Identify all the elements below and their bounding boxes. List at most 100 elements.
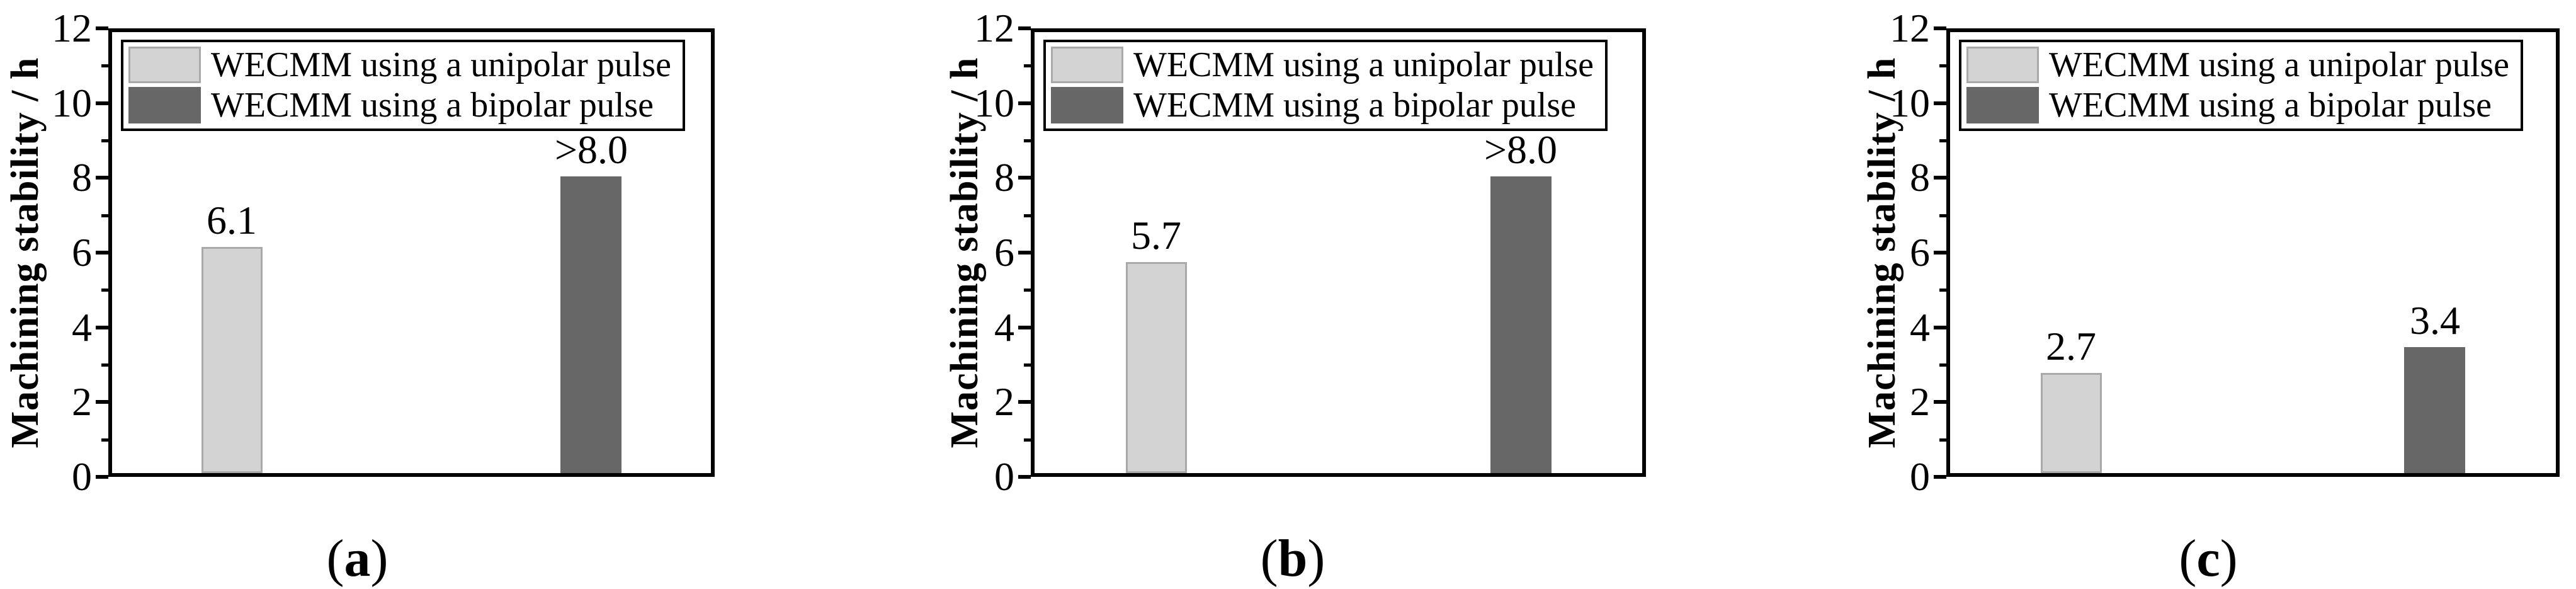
- y-axis-tick-label: 6: [1910, 230, 1930, 275]
- y-axis-minor-tick: [1024, 64, 1031, 67]
- caption-letter: b: [1278, 529, 1308, 588]
- y-axis-major-tick: [1934, 101, 1946, 105]
- y-axis-major-tick: [96, 101, 108, 105]
- y-axis-major-tick: [1018, 326, 1031, 329]
- y-axis-tick-label: 10: [52, 81, 92, 125]
- legend-entry-unipolar: WECMM using a unipolar pulse: [1051, 47, 1594, 84]
- y-axis-tick-label: 12: [974, 6, 1014, 50]
- y-axis-minor-tick: [101, 214, 108, 217]
- y-axis-tick-label: 12: [52, 6, 92, 50]
- bar-value-label: 6.1: [207, 198, 257, 243]
- y-axis-minor-tick: [101, 64, 108, 67]
- legend-swatch-bipolar: [128, 87, 201, 124]
- y-axis-tick-label: 8: [994, 155, 1014, 200]
- y-axis-tick-label: 10: [974, 81, 1014, 125]
- y-axis-minor-tick: [1939, 438, 1946, 442]
- y-axis-major-tick: [1934, 176, 1946, 180]
- bar-bipolar: [1490, 176, 1552, 473]
- y-axis-tick-label: 0: [1910, 454, 1930, 499]
- y-axis-tick-label: 2: [994, 379, 1014, 424]
- chart-panel-a: Machining stability / h 0 2 4 6 8 10 12 6.1 >8.0 W…: [0, 0, 715, 589]
- y-axis-minor-tick: [1024, 214, 1031, 217]
- legend-entry-bipolar: WECMM using a bipolar pulse: [1051, 86, 1594, 124]
- legend: WECMM using a unipolar pulse WECMM using …: [121, 40, 686, 131]
- y-axis-minor-tick: [1024, 363, 1031, 367]
- y-axis-major-tick: [96, 475, 108, 479]
- plot-frame: 2.7 3.4 WECMM using a unipolar pulse WECMM …: [1946, 28, 2560, 477]
- y-axis-major-tick: [1018, 400, 1031, 404]
- legend-swatch-bipolar: [1051, 87, 1123, 124]
- y-axis-minor-tick: [1939, 363, 1946, 367]
- y-axis-tick-label: 6: [72, 230, 92, 275]
- y-axis-major-tick: [1934, 26, 1946, 30]
- y-axis-tick-label: 2: [1910, 379, 1930, 424]
- legend-swatch-bipolar: [1966, 87, 2039, 124]
- caption-paren-open: (: [1260, 529, 1278, 588]
- panel-caption: (c): [1857, 532, 2560, 585]
- bar-bipolar: [560, 176, 621, 473]
- y-axis-minor-tick: [101, 139, 108, 142]
- plot-area: 0 2 4 6 8 10 12 2.7 3.4 WECMM using a unipolar pu…: [1890, 8, 2560, 497]
- caption-paren-close: ): [1307, 529, 1325, 588]
- y-axis-major-tick: [1018, 101, 1031, 105]
- y-axis-tick-label: 4: [994, 305, 1014, 350]
- y-axis-tick-label: 12: [1890, 6, 1930, 50]
- y-axis-tick-label: 0: [72, 454, 92, 499]
- y-axis-minor-tick: [1024, 139, 1031, 142]
- y-axis-major-tick: [1934, 400, 1946, 404]
- y-axis-major-tick: [1018, 251, 1031, 254]
- bar-value-label: 2.7: [2046, 324, 2096, 369]
- bar-unipolar: [2041, 373, 2102, 473]
- panel-caption: (a): [0, 532, 715, 585]
- y-axis-minor-tick: [101, 289, 108, 292]
- legend-label: WECMM using a unipolar pulse: [2049, 45, 2510, 84]
- plot-frame: 5.7 >8.0 WECMM using a unipolar pulse WECMM…: [1031, 28, 1646, 477]
- caption-letter: a: [344, 529, 371, 588]
- legend-swatch-unipolar: [1051, 47, 1123, 84]
- legend-entry-bipolar: WECMM using a bipolar pulse: [128, 85, 671, 125]
- y-axis-minor-tick: [1939, 289, 1946, 292]
- y-axis-tick-label: 4: [1910, 305, 1930, 350]
- legend-entry-unipolar: WECMM using a unipolar pulse: [1966, 47, 2509, 84]
- y-axis-minor-tick: [1024, 438, 1031, 442]
- legend-entry-bipolar: WECMM using a bipolar pulse: [1966, 86, 2509, 124]
- y-axis-major-tick: [96, 326, 108, 329]
- y-axis-tick-label: 2: [72, 379, 92, 424]
- y-axis-tick-label: 0: [994, 454, 1014, 499]
- bar-unipolar: [201, 247, 263, 473]
- chart-panel-b: Machining stability / h 0 2 4 6 8 10 12 5.7 >8.0 W…: [939, 0, 1646, 589]
- bar-unipolar: [1126, 262, 1187, 473]
- legend: WECMM using a unipolar pulse WECMM using …: [1959, 40, 2524, 131]
- plot-frame: 6.1 >8.0 WECMM using a unipolar pulse WECMM…: [108, 28, 715, 477]
- caption-paren-open: (: [2179, 529, 2197, 588]
- y-axis-major-tick: [96, 26, 108, 30]
- y-axis-major-tick: [96, 400, 108, 404]
- legend-entry-unipolar: WECMM using a unipolar pulse: [128, 47, 671, 84]
- bar-value-label: >8.0: [554, 127, 628, 172]
- y-axis-major-tick: [1934, 326, 1946, 329]
- y-axis-minor-tick: [1939, 64, 1946, 67]
- legend-label: WECMM using a bipolar pulse: [211, 85, 654, 125]
- y-axis-minor-tick: [1024, 289, 1031, 292]
- legend: WECMM using a unipolar pulse WECMM using …: [1043, 40, 1608, 131]
- y-axis-tick-label: 4: [72, 305, 92, 350]
- plot-area: 0 2 4 6 8 10 12 5.7 >8.0 WECMM using a unipolar p…: [974, 8, 1646, 497]
- y-axis-major-tick: [1018, 26, 1031, 30]
- y-axis-major-tick: [1018, 475, 1031, 479]
- bar-value-label: 3.4: [2410, 298, 2460, 343]
- y-axis-tick-label: 8: [1910, 155, 1930, 200]
- y-axis-label: Machining stability / h: [4, 57, 47, 449]
- caption-paren-close: ): [370, 529, 389, 588]
- y-axis-major-tick: [96, 176, 108, 180]
- y-axis-minor-tick: [101, 438, 108, 442]
- caption-paren-open: (: [326, 529, 344, 588]
- y-axis-tick-label: 8: [72, 155, 92, 200]
- caption-letter: c: [2196, 529, 2220, 588]
- y-axis-major-tick: [1934, 251, 1946, 254]
- bar-value-label: 5.7: [1131, 213, 1181, 258]
- y-axis-minor-tick: [101, 363, 108, 367]
- y-axis-minor-tick: [1939, 214, 1946, 217]
- bar-bipolar: [2404, 347, 2465, 473]
- y-axis-tick-label: 10: [1890, 81, 1930, 125]
